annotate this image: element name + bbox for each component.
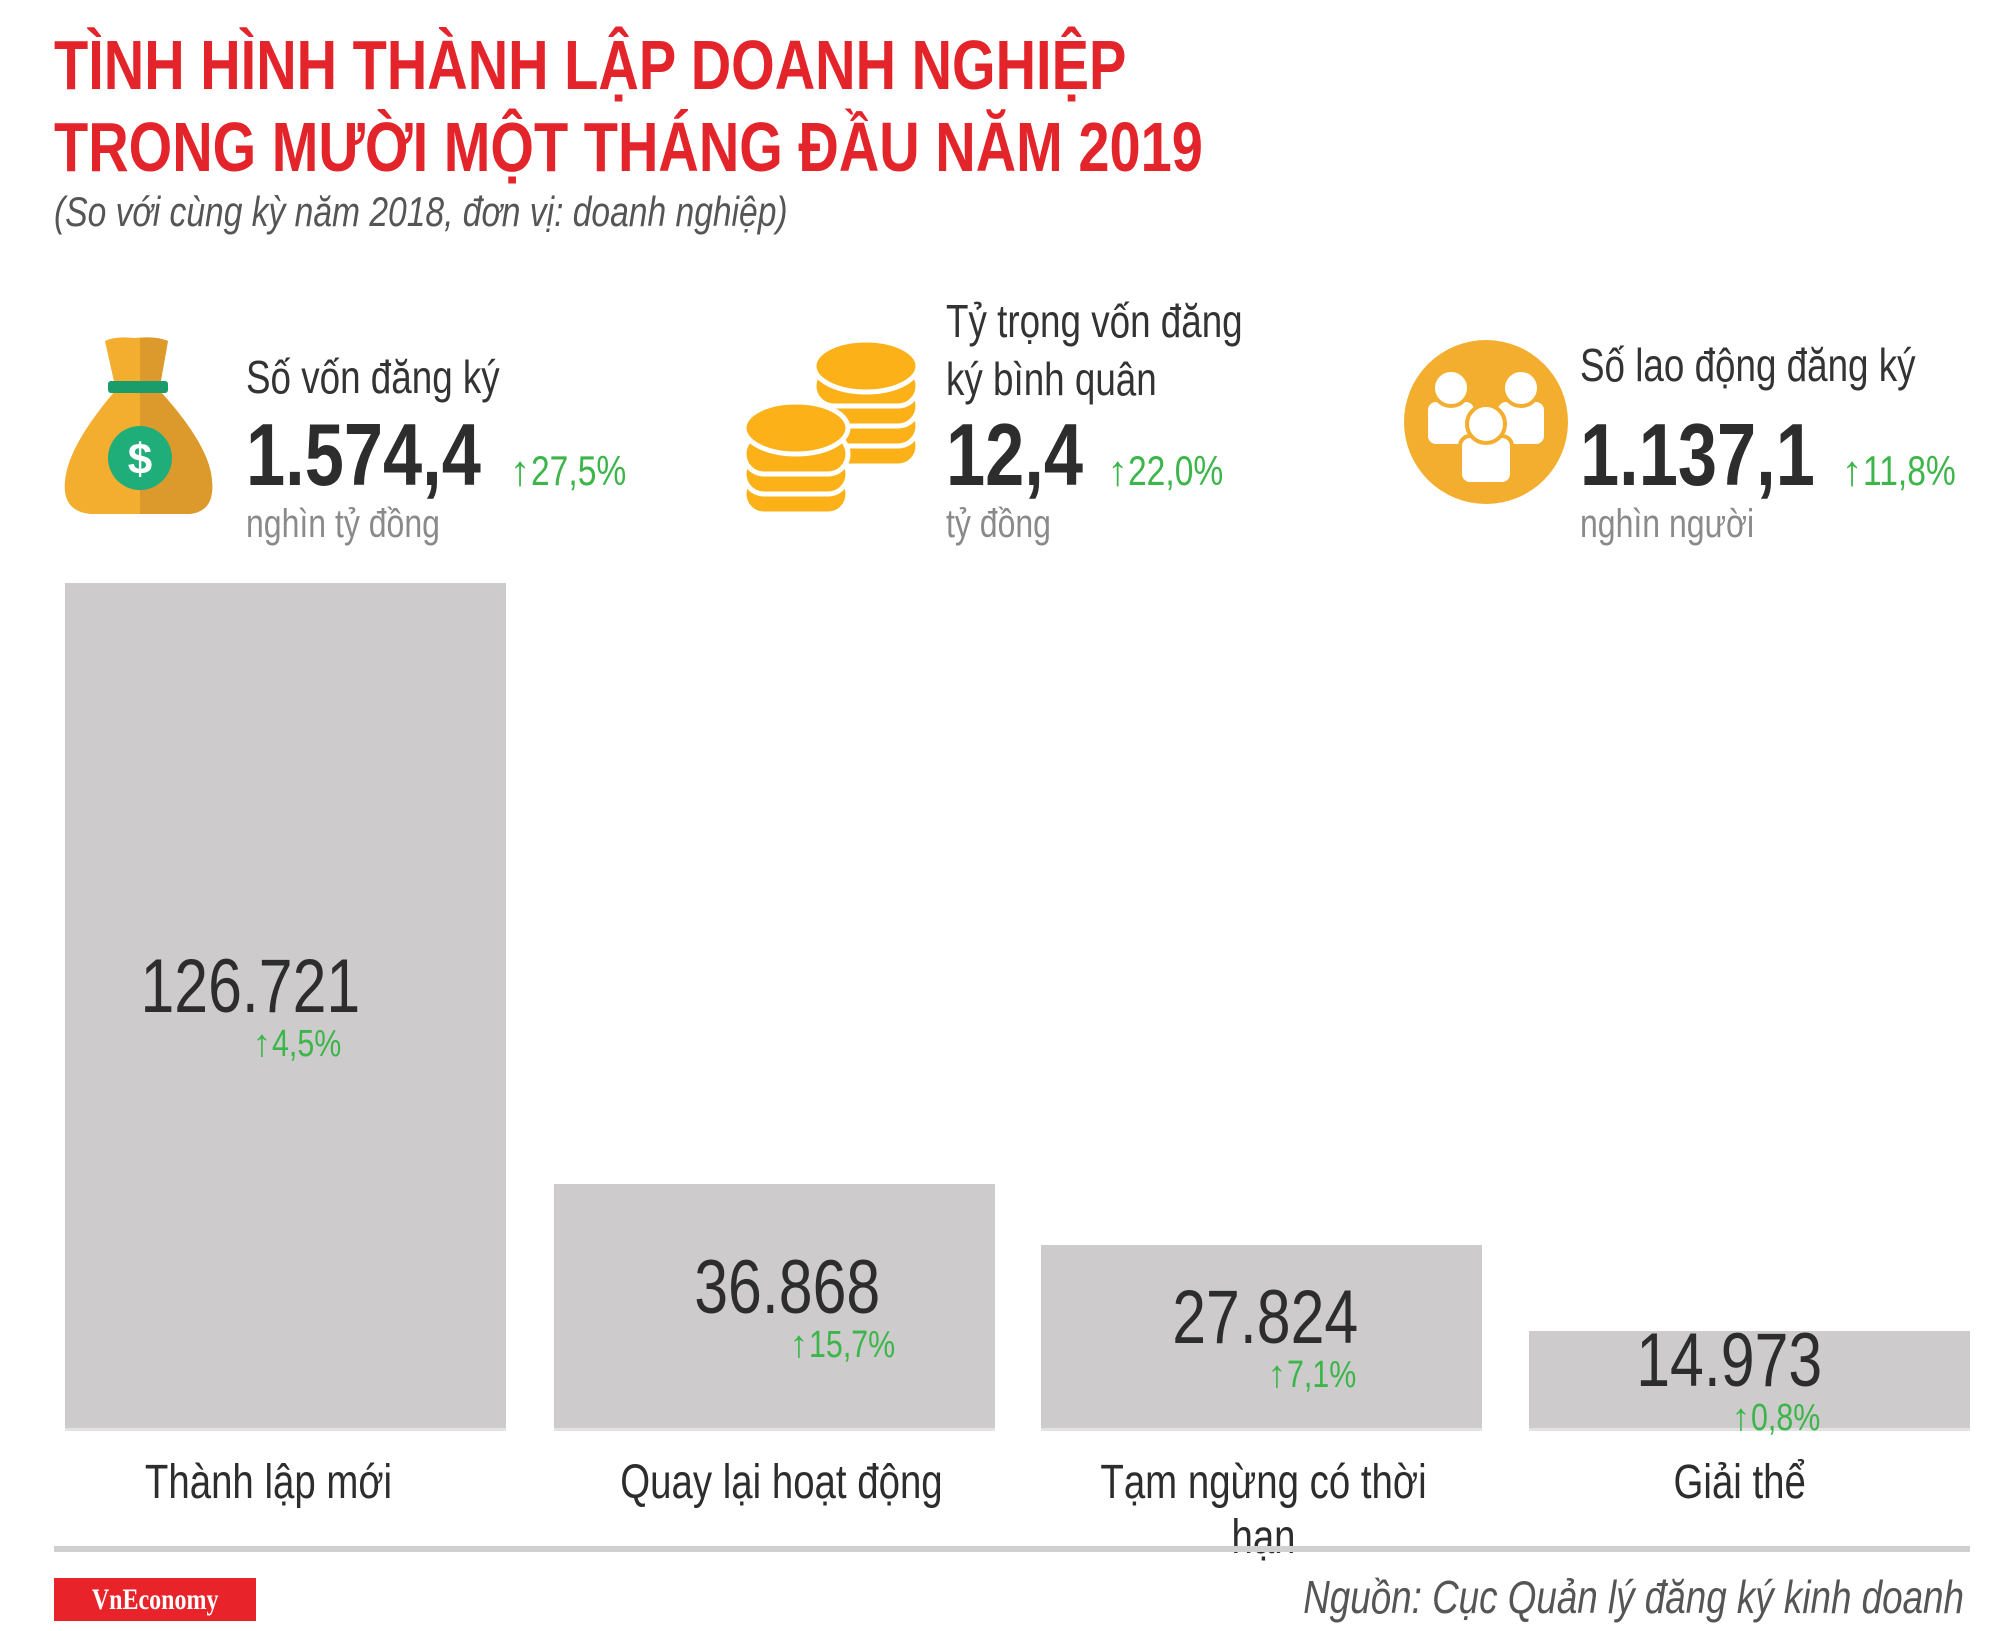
stat-labor-label: Số lao động đăng ký <box>1580 339 1916 391</box>
stat-avg-capital-change: ↑22,0% <box>1107 447 1224 494</box>
category-label: Quay lại hoạt động <box>619 1456 943 1509</box>
stat-capital-label: Số vốn đăng ký <box>246 351 500 403</box>
page-title-line2: TRONG MƯỜI MỘT THÁNG ĐẦU NĂM 2019 <box>54 108 1203 186</box>
arrow-up-icon: ↑ <box>789 1323 809 1366</box>
money-bag-icon: $ <box>64 337 213 514</box>
bar-3 <box>1529 1330 1970 1431</box>
arrow-up-icon: ↑ <box>1731 1396 1751 1439</box>
category-label: Tạm ngừng có thời hạn <box>1100 1456 1427 1564</box>
stat-labor-change: ↑11,8% <box>1841 447 1956 494</box>
arrow-up-icon: ↑ <box>252 1023 272 1065</box>
arrow-up-icon: ↑ <box>509 447 531 494</box>
stat-avg-capital-value-row: 12,4 ↑22,0% <box>946 404 1247 506</box>
source-note: Nguồn: Cục Quản lý đăng ký kinh doanh <box>1303 1571 1964 1623</box>
stat-capital-value: 1.574,4 <box>246 405 481 504</box>
bar-1 <box>554 1184 995 1431</box>
svg-text:$: $ <box>128 435 152 484</box>
category-label: Thành lập mới <box>144 1456 392 1509</box>
stat-avg-capital-unit: tỷ đồng <box>946 502 1051 546</box>
stat-labor-value-row: 1.137,1 ↑11,8% <box>1580 404 1979 506</box>
bar-2 <box>1041 1244 1482 1431</box>
bar-change-label: ↑15,7% <box>789 1323 895 1366</box>
bar-change-label: ↑7,1% <box>1267 1353 1356 1396</box>
stat-avg-capital-value: 12,4 <box>946 405 1084 504</box>
people-icon <box>1404 340 1568 504</box>
coins-icon <box>742 337 921 516</box>
stat-labor-unit: nghìn người <box>1580 502 1755 546</box>
bar-0 <box>65 583 506 1431</box>
bar-change-label: ↑0,8% <box>1731 1396 1820 1439</box>
arrow-up-icon: ↑ <box>1267 1353 1287 1396</box>
stat-avg-capital-label: Tỷ trọng vốn đăng ký bình quân <box>946 295 1243 405</box>
page-title-line1: TÌNH HÌNH THÀNH LẬP DOANH NGHIỆP <box>54 26 1127 104</box>
stat-labor-value: 1.137,1 <box>1580 405 1815 504</box>
stat-capital-value-row: 1.574,4 ↑27,5% <box>246 404 650 506</box>
bar-change-label: ↑4,5% <box>252 1023 341 1065</box>
stat-capital-unit: nghìn tỷ đồng <box>246 502 440 546</box>
bar-value-label: 126.721 <box>140 944 361 1029</box>
bar-value-label: 14.973 <box>1636 1317 1823 1403</box>
arrow-up-icon: ↑ <box>1841 447 1863 494</box>
stat-capital-change: ↑27,5% <box>509 447 626 494</box>
vneconomy-logo: VnEconomy <box>54 1578 256 1621</box>
page-subtitle: (So với cùng kỳ năm 2018, đơn vị: doanh … <box>54 188 788 235</box>
footer-divider <box>54 1546 1970 1552</box>
arrow-up-icon: ↑ <box>1107 447 1129 494</box>
bar-value-label: 27.824 <box>1172 1274 1359 1360</box>
bar-value-label: 36.868 <box>694 1244 881 1330</box>
category-label: Giải thể <box>1673 1456 1806 1509</box>
